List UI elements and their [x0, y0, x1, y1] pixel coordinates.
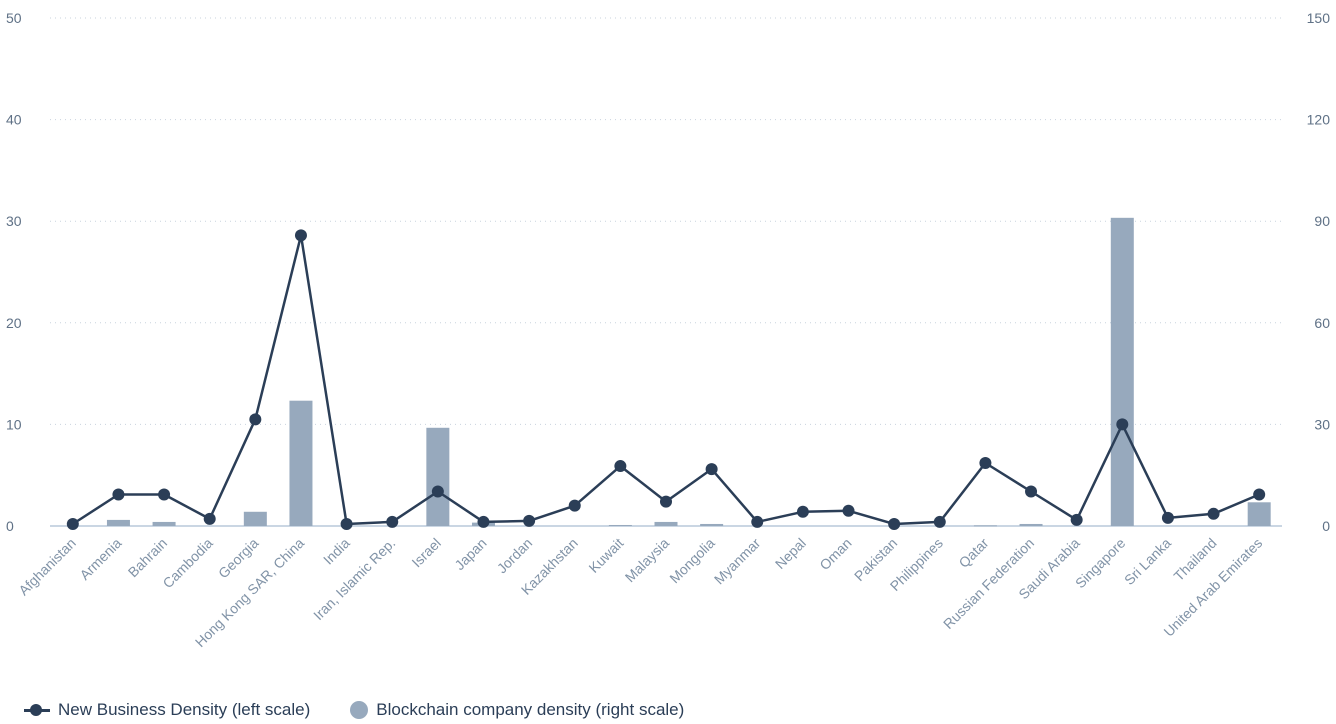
category-label: Oman [816, 535, 854, 573]
series-line [72, 234, 1260, 526]
line-point [979, 457, 992, 470]
category-label: Jordan [494, 535, 536, 577]
line-point [249, 413, 262, 426]
category-label: Malaysia [622, 535, 673, 586]
right-axis-tick-label: 150 [1307, 10, 1331, 26]
bar [152, 521, 176, 526]
line-point [158, 488, 171, 501]
bar [106, 519, 130, 526]
right-axis-tick-label: 60 [1314, 315, 1330, 331]
legend-line-marker-icon [24, 702, 50, 718]
bar [1247, 502, 1271, 526]
category-label: Israel [408, 535, 444, 571]
category-label: Bahrain [125, 535, 170, 580]
category-label: Mongolia [666, 535, 718, 587]
left-axis-tick-label: 10 [6, 416, 22, 432]
category-label: Sri Lanka [1121, 535, 1174, 588]
line-point [294, 229, 307, 242]
category-label: Afghanistan [15, 535, 79, 599]
bar [1019, 523, 1043, 526]
line-point [66, 517, 79, 530]
line-point [705, 463, 718, 476]
line-point [203, 512, 216, 525]
category-label: Japan [451, 535, 489, 573]
left-axis-tick-label: 30 [6, 213, 22, 229]
line-point [431, 485, 444, 498]
category-label: Nepal [772, 535, 809, 572]
right-axis-tick-label: 120 [1307, 112, 1331, 128]
left-axis-tick-label: 0 [6, 518, 14, 534]
line-point [1070, 513, 1083, 526]
line-point [1025, 485, 1038, 498]
right-axis-tick-label: 30 [1314, 416, 1330, 432]
line-point [842, 504, 855, 517]
legend-item-line[interactable]: New Business Density (left scale) [24, 700, 310, 720]
line-point [1207, 507, 1220, 520]
left-axis-tick-label: 20 [6, 315, 22, 331]
bar [608, 524, 632, 526]
line-point [568, 499, 581, 512]
legend-item-bar[interactable]: Blockchain company density (right scale) [350, 700, 684, 720]
bar [1110, 217, 1134, 526]
bar [426, 427, 450, 526]
line-point [386, 515, 399, 528]
line-point [888, 517, 901, 530]
line-point [796, 505, 809, 518]
line-point [933, 515, 946, 528]
bar [700, 523, 724, 526]
bar [289, 400, 313, 526]
line-point [1253, 488, 1266, 501]
line-point [112, 488, 125, 501]
legend: New Business Density (left scale) Blockc… [24, 700, 714, 720]
category-label: Qatar [955, 535, 991, 571]
bar [243, 511, 267, 526]
line-point [751, 515, 764, 528]
category-label: India [320, 535, 353, 568]
left-axis-tick-label: 40 [6, 112, 22, 128]
line-point [340, 517, 353, 530]
bar [973, 525, 997, 527]
left-axis-tick-label: 50 [6, 10, 22, 26]
category-label: Kuwait [585, 535, 626, 576]
category-label: Cambodia [159, 535, 216, 592]
bar [654, 521, 678, 526]
category-label: Georgia [215, 535, 262, 582]
legend-bar-marker-icon [350, 701, 369, 719]
category-label: Singapore [1072, 535, 1129, 592]
line-point [614, 460, 627, 473]
category-label: Armenia [76, 535, 124, 583]
legend-bar-label: Blockchain company density (right scale) [376, 700, 685, 719]
category-label: Myanmar [711, 535, 764, 588]
category-label: Iran, Islamic Rep. [310, 535, 398, 623]
line-point [1116, 418, 1129, 431]
line-point [1161, 511, 1174, 524]
right-axis-tick-label: 90 [1314, 213, 1330, 229]
right-axis-tick-label: 0 [1322, 518, 1330, 534]
line-point [523, 514, 536, 527]
line-point [477, 515, 490, 528]
legend-line-label: New Business Density (left scale) [58, 700, 311, 719]
line-point [660, 495, 672, 508]
